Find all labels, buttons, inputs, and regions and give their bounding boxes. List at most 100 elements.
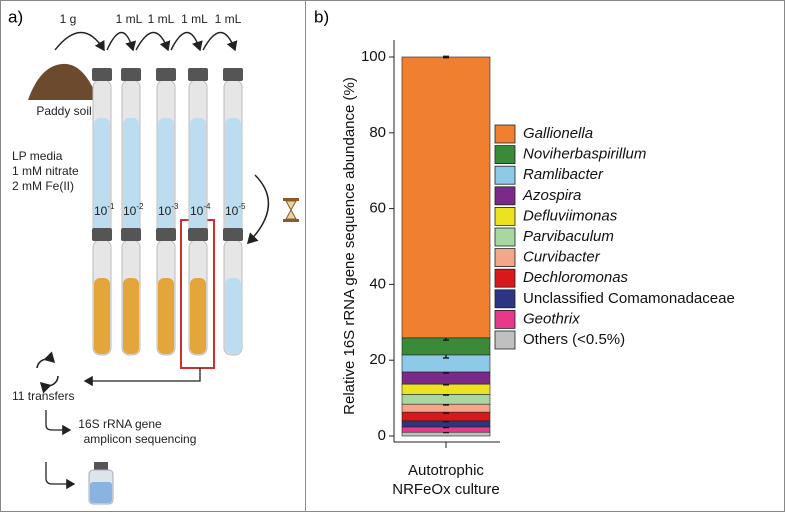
y-tick-label: 60 <box>369 200 386 217</box>
tube <box>92 228 112 356</box>
bottle <box>88 462 114 505</box>
legend-swatch <box>494 268 516 288</box>
dilution-label: 10-5 <box>225 202 246 218</box>
tube-liquid <box>123 278 139 354</box>
bar-segment <box>401 371 491 385</box>
legend-label: Defluviimonas <box>523 207 618 224</box>
legend-swatch <box>494 330 516 350</box>
bar-segment <box>401 383 491 395</box>
legend-label: Unclassified Comamonadaceae <box>523 290 735 307</box>
tube-liquid <box>190 118 206 237</box>
tube-liquid <box>225 118 241 237</box>
y-tick-label: 40 <box>369 275 386 292</box>
arrow <box>246 174 270 245</box>
dilution-exponent: -3 <box>171 202 179 211</box>
tube-liquid <box>225 278 241 354</box>
legend-label: Dechloromonas <box>523 269 629 286</box>
transfer-volume: 1 mL <box>148 12 175 26</box>
bar-segment <box>401 394 491 405</box>
soil-label: Paddy soil <box>36 104 91 118</box>
y-tick-label: 100 <box>361 48 386 65</box>
tube-cap <box>92 68 112 81</box>
tube-liquid <box>190 278 206 354</box>
tube-cap <box>156 68 176 81</box>
arrow <box>45 462 76 490</box>
tube-liquid <box>123 118 139 237</box>
legend-label: Azospira <box>522 187 581 204</box>
bar-segment <box>401 56 491 339</box>
transfer-volume: 1 mL <box>215 12 242 26</box>
tube <box>188 68 208 239</box>
tube-liquid <box>94 118 110 237</box>
x-tick-label: Autotrophic NRFeOx culture <box>392 462 500 498</box>
dilution-base: 10 <box>94 204 108 218</box>
tube <box>156 228 176 356</box>
transfers-label: 11 transfers <box>12 389 74 403</box>
tube <box>121 228 141 356</box>
legend-label: Others (<0.5%) <box>523 331 625 348</box>
arrow <box>45 410 72 436</box>
transfer-volume: 1 mL <box>181 12 208 26</box>
legend-swatch <box>494 145 516 165</box>
legend-label: Gallionella <box>523 125 593 142</box>
tube <box>156 68 176 239</box>
tube-liquid <box>158 118 174 237</box>
legend-label: Noviherbaspirillum <box>523 146 646 163</box>
legend-swatch <box>494 206 516 226</box>
dilution-base: 10 <box>158 204 172 218</box>
sequencing-label: 16S rRNA gene <box>78 417 162 431</box>
tube-cap <box>121 228 141 241</box>
tube <box>223 228 243 356</box>
tube-cap <box>188 68 208 81</box>
hourglass <box>283 198 299 222</box>
legend-swatch <box>494 248 516 268</box>
dilution-exponent: -5 <box>238 202 246 211</box>
cycle-icon <box>36 351 59 394</box>
arrow <box>202 31 238 52</box>
panel-label: b) <box>314 7 329 26</box>
media-line: 2 mM Fe(II) <box>12 179 74 193</box>
tube <box>188 228 208 356</box>
dilution-base: 10 <box>225 204 239 218</box>
tube-cap <box>188 228 208 241</box>
tube-liquid <box>94 278 110 354</box>
tube <box>121 68 141 239</box>
sequencing-label: amplicon sequencing <box>84 432 197 446</box>
legend-label: Parvibaculum <box>523 228 614 245</box>
dilution-base: 10 <box>190 204 204 218</box>
tube-liquid <box>158 278 174 354</box>
transfer-volume: 1 g <box>60 12 77 26</box>
y-tick-label: 20 <box>369 351 386 368</box>
tube-cap <box>223 228 243 241</box>
tube <box>92 68 112 239</box>
dilution-exponent: -1 <box>107 202 115 211</box>
tube-cap <box>156 228 176 241</box>
tube-cap <box>92 228 112 241</box>
arrow <box>83 368 201 387</box>
legend-swatch <box>494 289 516 309</box>
legend-swatch <box>494 309 516 329</box>
legend-label: Geothrix <box>523 310 580 327</box>
arrow <box>106 31 137 52</box>
y-axis-label: Relative 16S rRNA gene sequence abundanc… <box>341 77 358 415</box>
media-line: 1 mM nitrate <box>12 164 79 178</box>
legend-label: Ramlibacter <box>523 166 604 183</box>
legend-swatch <box>494 165 516 185</box>
dilution-label: 10-4 <box>190 202 211 218</box>
y-tick-label: 80 <box>369 124 386 141</box>
transfer-volume: 1 mL <box>116 12 143 26</box>
dilution-base: 10 <box>123 204 137 218</box>
soil <box>28 63 98 100</box>
legend-swatch <box>494 186 516 206</box>
media-line: LP media <box>12 149 63 163</box>
legend-swatch <box>494 227 516 247</box>
legend-swatch <box>494 124 516 144</box>
tube <box>223 68 243 239</box>
dilution-exponent: -2 <box>136 202 144 211</box>
panel-label: a) <box>8 7 23 26</box>
dilution-label: 10-3 <box>158 202 179 218</box>
dilution-label: 10-2 <box>123 202 144 218</box>
dilution-label: 10-1 <box>94 202 115 218</box>
